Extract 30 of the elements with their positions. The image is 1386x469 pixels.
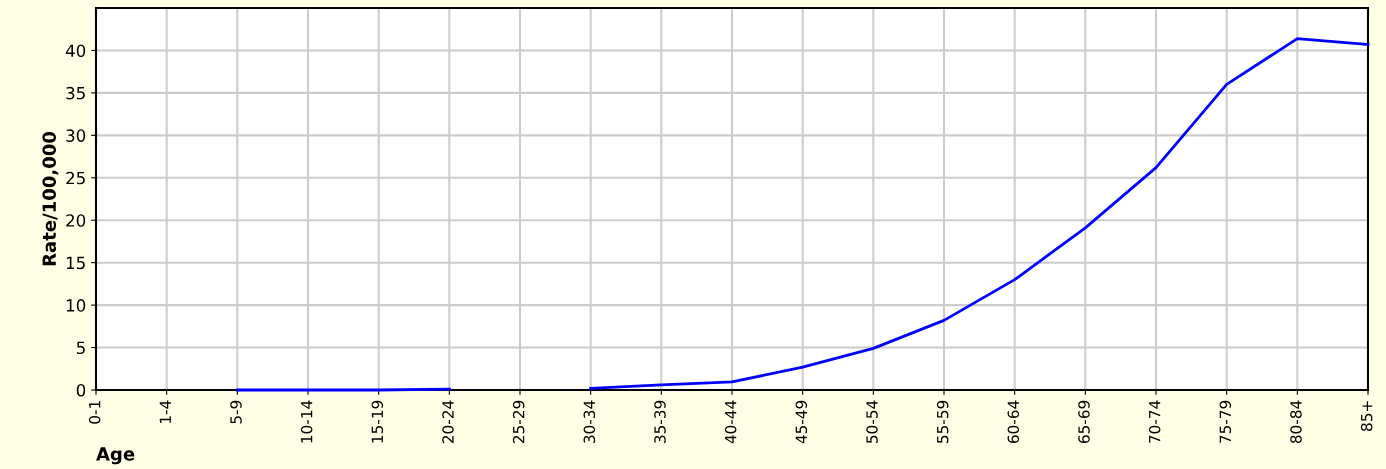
y-tick-label: 30: [66, 129, 86, 142]
x-tick-label: 40-44: [724, 400, 737, 444]
y-tick-label: 20: [66, 214, 86, 227]
y-tick-label: 40: [65, 44, 86, 58]
x-axis-title: Age: [96, 447, 135, 465]
x-tick-label: 65-69: [1078, 400, 1090, 444]
x-tick-label: 60-64: [1007, 400, 1020, 444]
y-tick-label: 10: [66, 299, 86, 312]
x-tick-label: 85+: [1360, 401, 1373, 431]
x-tick-label: 5-9: [230, 400, 242, 424]
x-tick-label: 20-24: [442, 400, 454, 443]
x-tick-label: 35-39: [654, 400, 666, 443]
x-tick-label: 30-34: [583, 400, 596, 443]
x-tick-label: 80-84: [1290, 400, 1302, 444]
x-tick-label: 55-59: [936, 400, 949, 443]
y-axis-title: Rate/100,000: [42, 131, 59, 266]
y-tick-label: 15: [66, 256, 85, 270]
x-tick-label: 70-74: [1148, 400, 1161, 443]
y-tick-label: 0: [76, 383, 86, 397]
y-tick-label: 35: [66, 86, 85, 100]
x-tick-label: 10-14: [300, 400, 313, 443]
y-tick-label: 5: [76, 341, 85, 355]
x-tick-label: 50-54: [866, 400, 878, 443]
x-tick-label: 1-4: [159, 400, 171, 423]
x-tick-label: 25-29: [512, 400, 525, 443]
y-tick-label: 25: [66, 171, 85, 185]
x-tick-label: 75-79: [1219, 400, 1232, 443]
x-tick-label: 45-49: [795, 400, 808, 444]
x-tick-label: 0-1: [88, 401, 101, 424]
x-tick-label: 15-19: [371, 400, 384, 443]
